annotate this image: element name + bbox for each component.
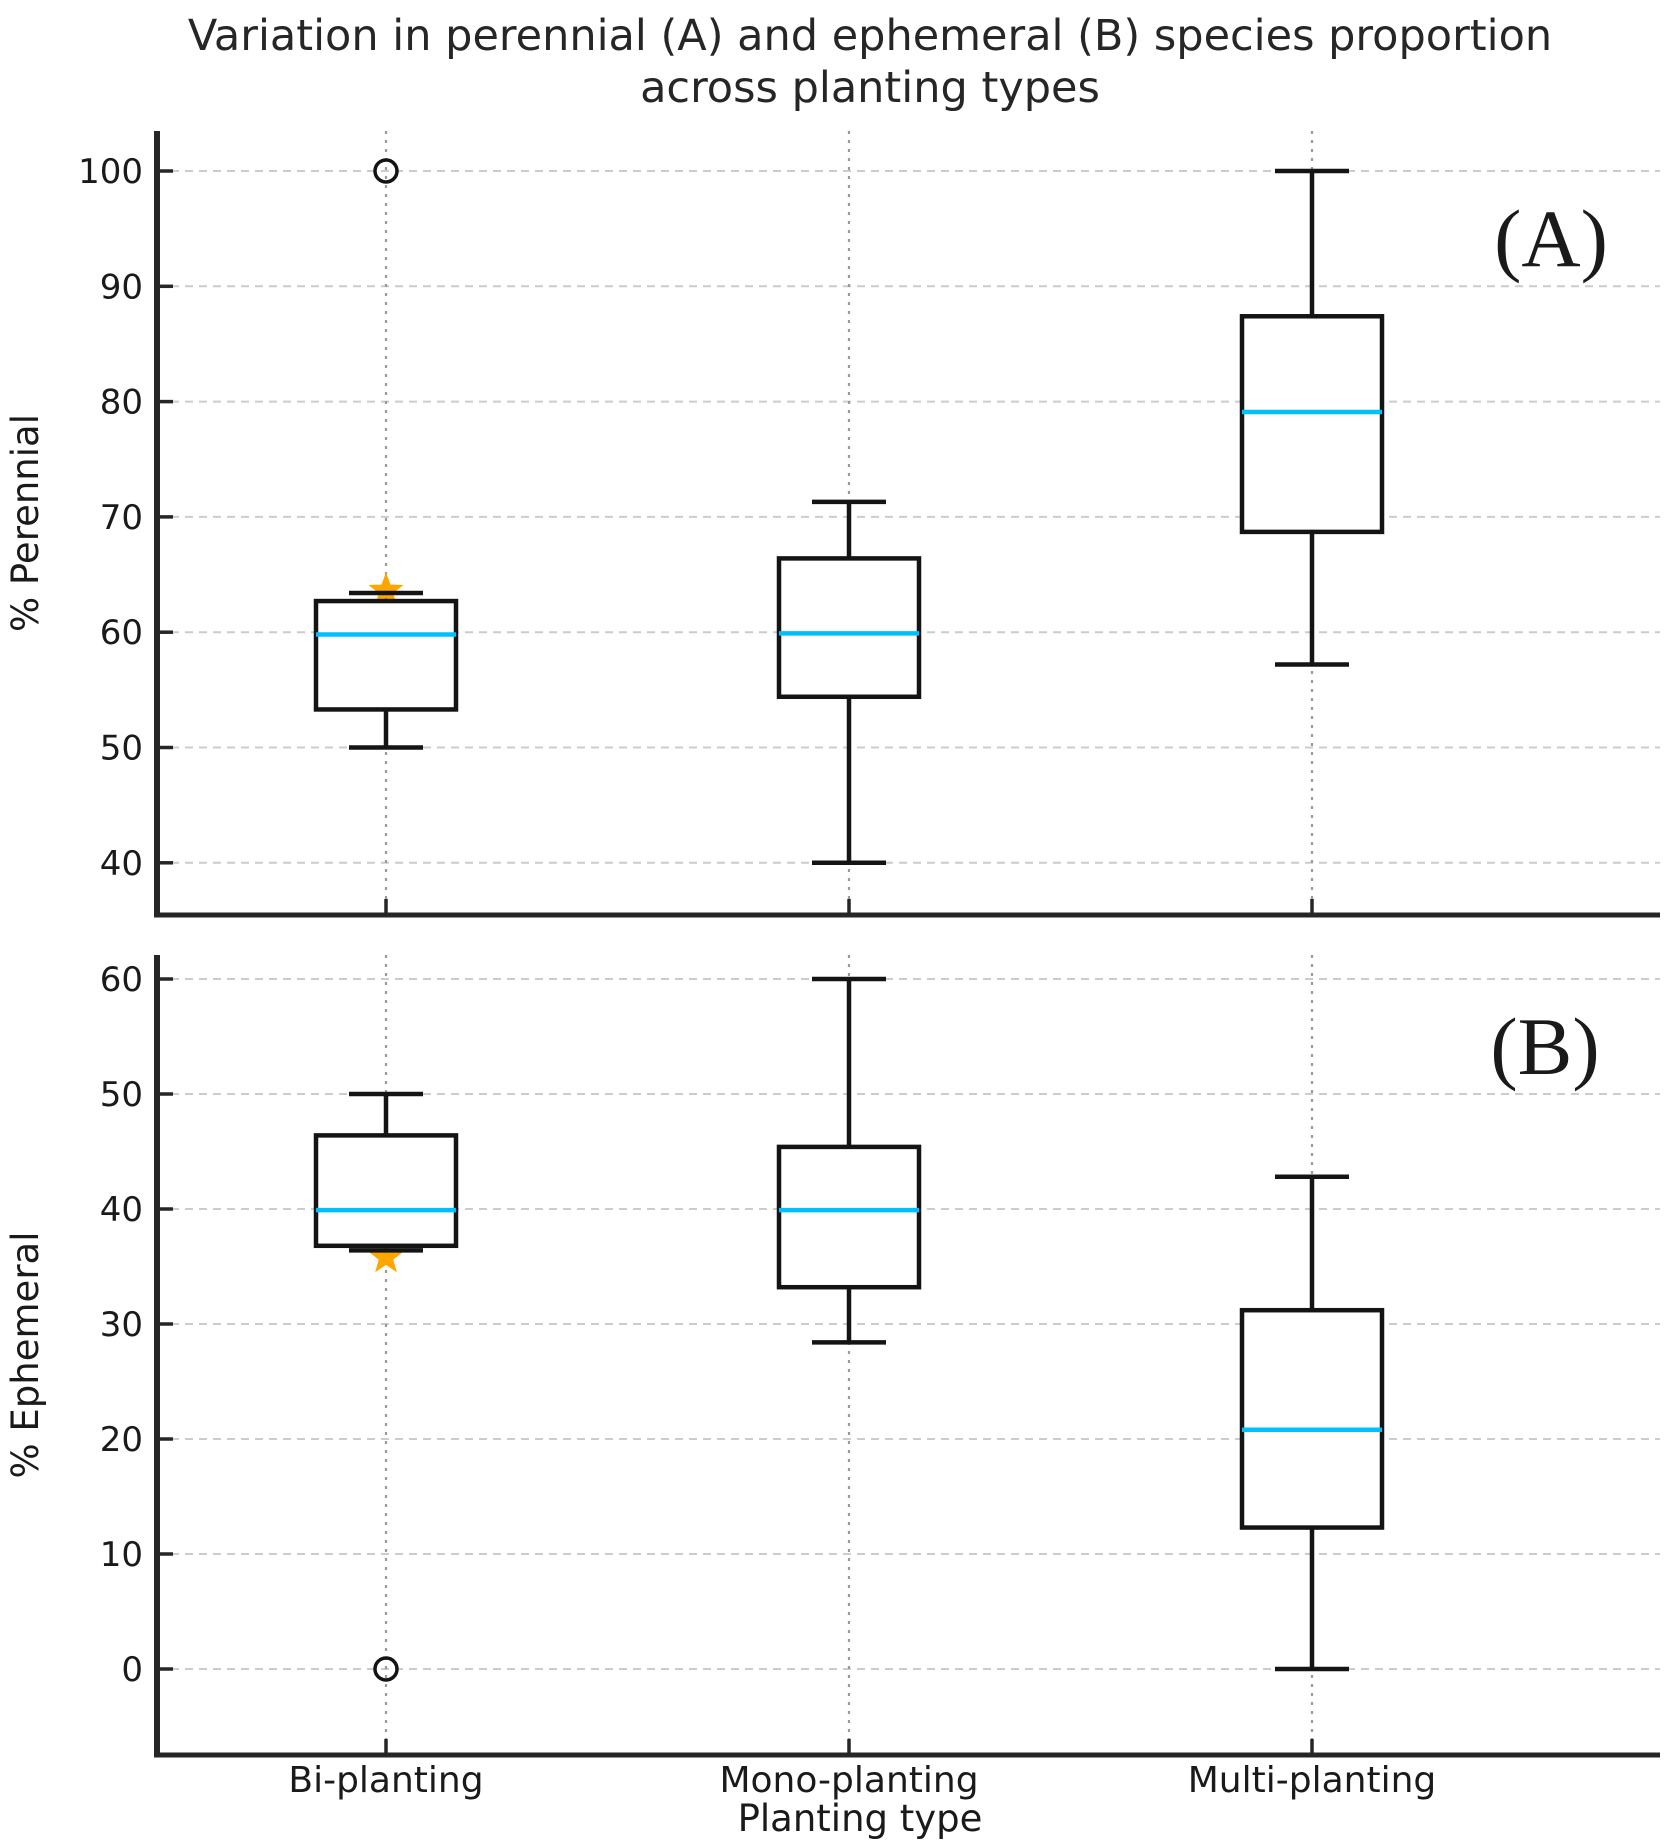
y-tick-label: 30 bbox=[100, 1305, 143, 1345]
mean-star-marker bbox=[368, 572, 404, 606]
y-tick-label: 60 bbox=[100, 960, 143, 1000]
y-tick-label: 100 bbox=[78, 152, 143, 192]
y-tick-label: 60 bbox=[100, 613, 143, 653]
box-rect bbox=[1239, 314, 1385, 535]
chart-title: Variation in perennial (A) and ephemeral… bbox=[70, 10, 1670, 114]
y-axis-label: % Perennial bbox=[4, 414, 47, 632]
y-tick-label: 90 bbox=[100, 267, 143, 307]
y-tick-label: 50 bbox=[100, 1075, 143, 1115]
y-tick-label: 40 bbox=[100, 1190, 143, 1230]
outlier-marker bbox=[373, 1656, 399, 1682]
outlier-marker bbox=[373, 158, 399, 184]
y-tick-label: 0 bbox=[121, 1650, 143, 1690]
x-axis-title: Planting type bbox=[737, 1797, 983, 1840]
y-tick-label: 10 bbox=[100, 1535, 143, 1575]
y-tick-label: 80 bbox=[100, 383, 143, 423]
y-tick-label: 70 bbox=[100, 498, 143, 538]
box-rect bbox=[313, 598, 459, 712]
box-rect bbox=[776, 556, 922, 700]
category-label: Multi-planting bbox=[1188, 1760, 1437, 1801]
chart-title-line1: Variation in perennial (A) and ephemeral… bbox=[187, 11, 1553, 61]
box-rect bbox=[313, 1133, 459, 1249]
chart-title-line2: across planting types bbox=[640, 63, 1100, 113]
y-axis-label: % Ephemeral bbox=[4, 1232, 47, 1479]
panel-label: (B) bbox=[1490, 1001, 1599, 1092]
category-label: Mono-planting bbox=[719, 1760, 978, 1801]
category-label: Bi-planting bbox=[288, 1760, 483, 1801]
box-rect bbox=[776, 1144, 922, 1290]
y-tick-label: 20 bbox=[100, 1420, 143, 1460]
y-tick-label: 50 bbox=[100, 729, 143, 769]
y-tick-label: 40 bbox=[100, 844, 143, 884]
box-rect bbox=[1239, 1307, 1385, 1530]
panel-label: (A) bbox=[1494, 193, 1608, 284]
